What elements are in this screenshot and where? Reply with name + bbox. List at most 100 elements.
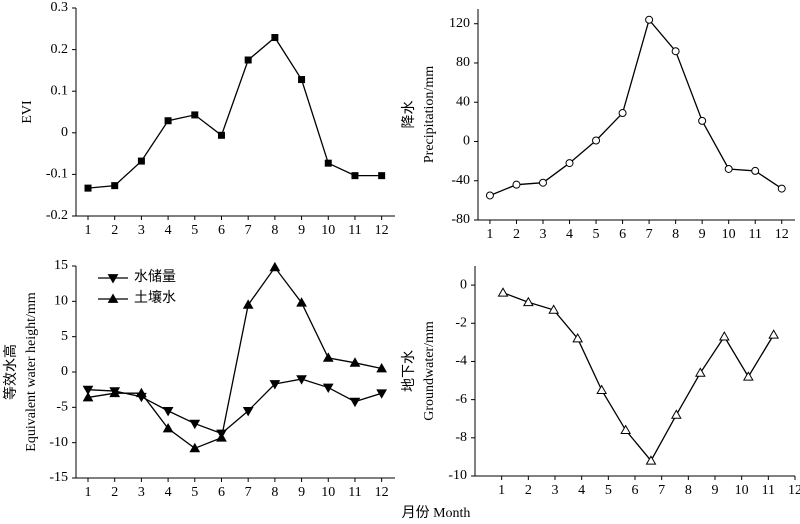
x-tick-label: 3: [138, 223, 145, 238]
x-tick-label: 1: [85, 485, 92, 500]
y-tick-label: -6: [455, 392, 467, 407]
x-tick-label: 5: [191, 485, 198, 500]
x-tick-label: 6: [632, 483, 639, 498]
y-tick-label: -4: [455, 354, 467, 369]
x-tick-label: 5: [605, 483, 612, 498]
x-tick-label: 7: [646, 227, 653, 242]
marker: [322, 383, 334, 394]
x-tick-label: 12: [375, 485, 389, 500]
x-tick-label: 1: [498, 483, 505, 498]
marker: [84, 184, 92, 192]
y-tick-label: -40: [451, 173, 470, 188]
y-axis-label: Groundwater/mm: [422, 321, 437, 421]
x-tick-label: 12: [788, 483, 800, 498]
marker: [107, 274, 119, 284]
x-tick-label: 12: [375, 223, 389, 238]
marker: [269, 380, 281, 390]
y-tick-label: -0.1: [46, 167, 68, 182]
y-axis-label: Precipitation/mm: [422, 66, 437, 163]
x-tick-label: 1: [486, 227, 493, 242]
y-tick-label: 0: [463, 134, 470, 149]
x-tick-label: 2: [513, 227, 520, 242]
y-tick-label: -0.2: [46, 208, 68, 223]
marker: [572, 333, 584, 343]
marker: [485, 191, 494, 200]
marker: [698, 116, 707, 125]
x-tick-label: 7: [245, 223, 252, 238]
y-tick-label: -10: [448, 468, 467, 483]
marker: [670, 409, 682, 419]
marker: [671, 47, 680, 56]
y-axis-label: Equivalent water height/mm: [24, 292, 39, 452]
x-tick-label: 10: [735, 483, 749, 498]
x-tick-label: 4: [165, 485, 172, 500]
y-axis-label: 等效水高: [2, 344, 19, 400]
y-axis-label: EVI: [20, 100, 35, 124]
x-tick-label: 8: [271, 223, 278, 238]
marker: [620, 424, 632, 435]
x-tick-label: 10: [321, 223, 335, 238]
legend-label: 水储量: [134, 269, 176, 285]
marker: [349, 397, 361, 408]
marker: [378, 172, 386, 180]
marker: [512, 180, 521, 189]
data-line: [489, 18, 783, 197]
marker: [349, 357, 361, 367]
marker: [271, 34, 279, 42]
y-tick-label: 0: [61, 125, 68, 140]
marker: [189, 419, 201, 430]
marker: [162, 406, 174, 417]
x-tick-label: 10: [722, 227, 736, 242]
x-tick-label: 3: [138, 485, 145, 500]
marker: [592, 136, 601, 145]
marker: [242, 299, 254, 309]
marker: [217, 131, 225, 139]
marker: [137, 157, 145, 165]
marker: [718, 331, 730, 341]
y-tick-label: 40: [456, 94, 470, 109]
y-tick-label: -5: [56, 400, 68, 415]
legend-label: 土壤水: [134, 289, 176, 306]
y-tick-label: 0: [460, 277, 467, 292]
marker: [189, 442, 201, 453]
y-tick-label: -10: [49, 435, 68, 450]
marker: [82, 391, 94, 402]
x-tick-label: 5: [191, 223, 198, 238]
x-tick-label: 1: [85, 223, 92, 238]
y-tick-label: 15: [54, 258, 68, 273]
data-line: [87, 378, 382, 435]
x-tick-label: 9: [712, 483, 719, 498]
marker: [107, 293, 119, 303]
y-tick-label: 0: [61, 364, 68, 379]
marker: [296, 375, 307, 385]
marker: [109, 387, 121, 398]
marker: [324, 159, 332, 167]
x-tick-label: 2: [525, 483, 532, 498]
data-line: [87, 36, 382, 189]
marker: [244, 56, 252, 64]
y-tick-label: 5: [61, 329, 68, 344]
marker: [376, 362, 388, 373]
data-line: [502, 292, 775, 462]
x-tick-label: 11: [348, 223, 361, 238]
x-tick-label: 2: [111, 485, 118, 500]
marker: [269, 261, 281, 272]
x-tick-label: 6: [619, 227, 626, 242]
y-tick-label: 0.1: [51, 83, 69, 98]
marker: [136, 387, 147, 398]
marker: [296, 297, 307, 307]
y-tick-label: -15: [49, 470, 68, 485]
x-tick-label: 7: [658, 483, 665, 498]
y-axis-label: 降水: [401, 101, 417, 129]
x-tick-label: 9: [699, 227, 706, 242]
y-tick-label: 80: [456, 55, 470, 70]
x-tick-label: 4: [566, 227, 573, 242]
marker: [322, 352, 334, 362]
marker: [162, 423, 174, 433]
x-tick-label: 11: [348, 485, 361, 500]
marker: [538, 178, 547, 187]
marker: [82, 385, 94, 396]
x-tick-label: 4: [578, 483, 585, 498]
x-tick-label: 8: [672, 227, 679, 242]
